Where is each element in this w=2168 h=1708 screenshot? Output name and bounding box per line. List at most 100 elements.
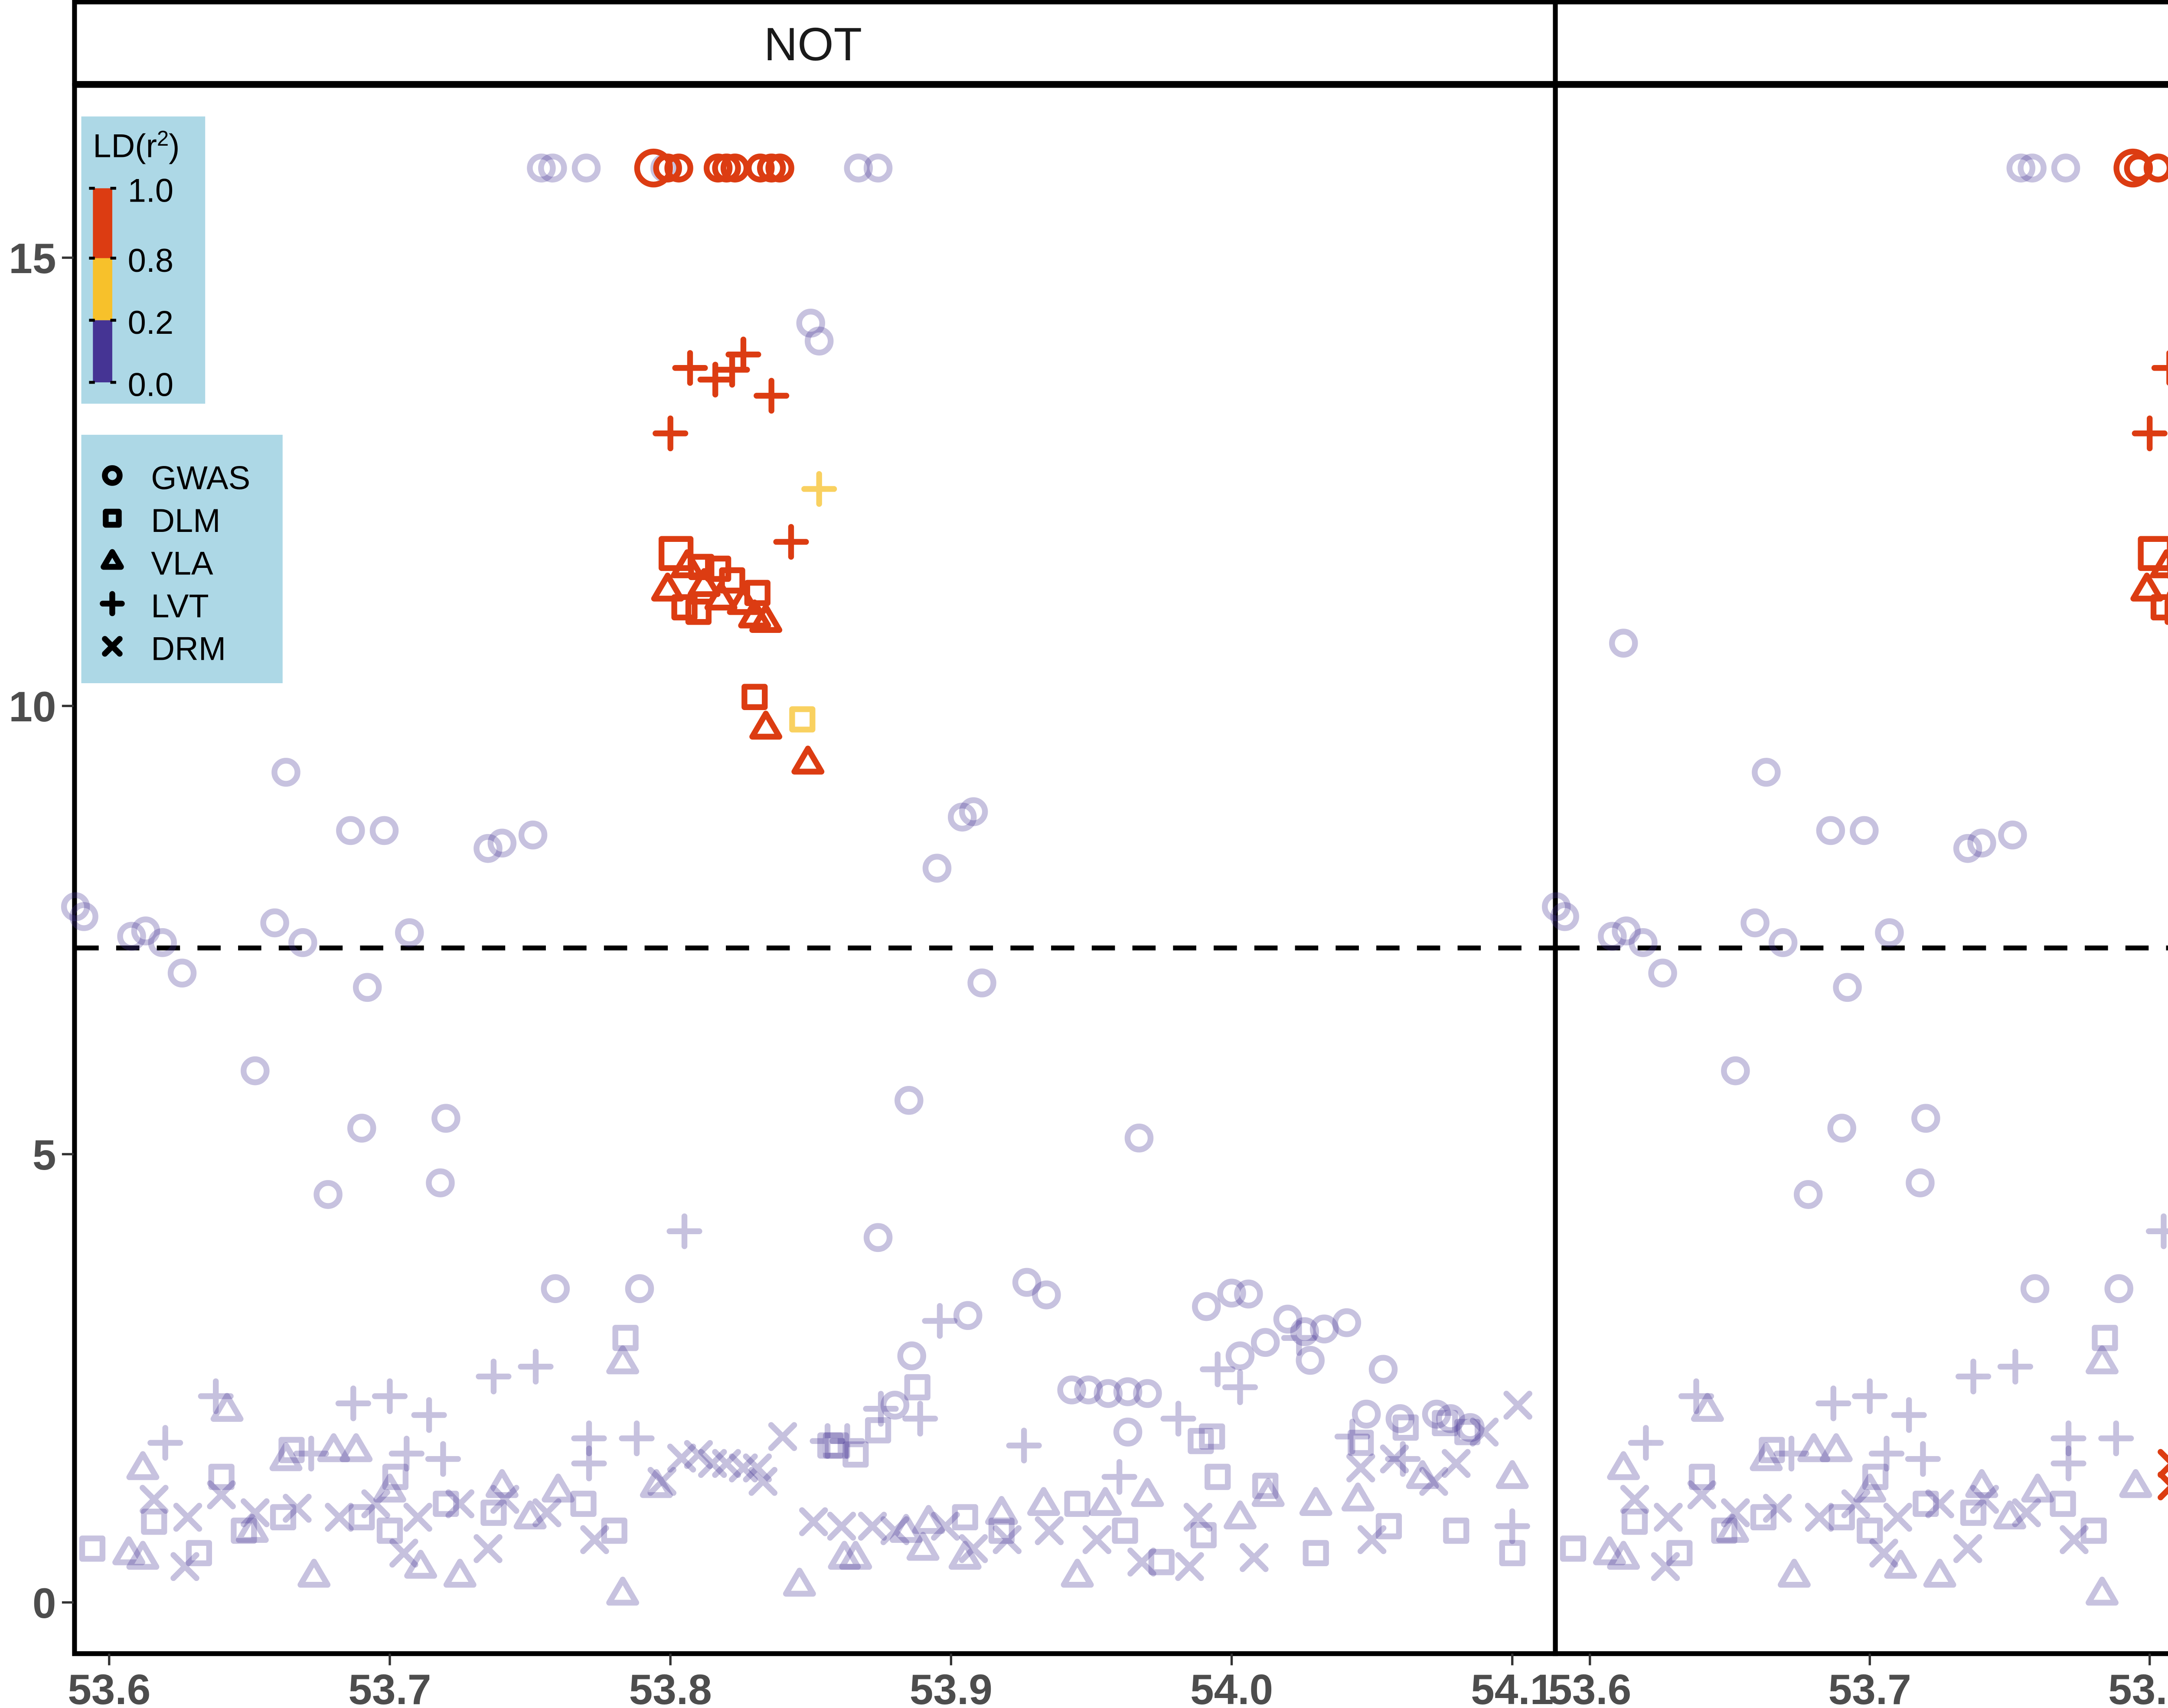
- data-point-vla: [985, 1496, 1018, 1525]
- data-point-gwas: [1833, 973, 1862, 1002]
- data-point-gwas: [959, 797, 988, 826]
- data-point-gwas: [664, 153, 693, 183]
- data-point-drm: [827, 1512, 856, 1541]
- data-point-dlm: [1960, 1499, 1987, 1526]
- shape-legend-key-drm-icon: [102, 636, 123, 657]
- data-point-drm: [473, 1534, 503, 1563]
- shape-legend-label-vla: VLA: [151, 545, 213, 582]
- data-point-gwas: [897, 1341, 927, 1371]
- data-point-gwas: [1057, 1375, 1086, 1405]
- data-point-vla: [1750, 1442, 1783, 1471]
- data-point-drm: [389, 1539, 418, 1568]
- data-point-drm: [1357, 1525, 1387, 1555]
- data-point-gwas: [1875, 918, 1904, 947]
- data-point-vla: [1131, 1478, 1164, 1507]
- data-point-dlm: [1199, 1423, 1225, 1450]
- panel-vla: [1542, 148, 2168, 1606]
- data-point-gwas: [61, 892, 90, 921]
- data-point-vla: [906, 1532, 940, 1561]
- panel-not: [61, 148, 1554, 1606]
- data-point-drm: [2158, 1471, 2168, 1500]
- data-point-vla: [1406, 1460, 1439, 1489]
- data-point-vla: [1993, 1500, 2026, 1529]
- data-point-lvt: [1334, 1418, 1370, 1455]
- data-point-gwas: [2124, 153, 2153, 183]
- data-point-vla: [1251, 1478, 1285, 1507]
- data-point-drm: [1953, 1534, 1982, 1563]
- data-point-drm: [241, 1498, 270, 1527]
- data-point-vla: [126, 1541, 160, 1570]
- data-point-drm: [667, 1444, 696, 1473]
- data-point-gwas: [2018, 153, 2047, 183]
- data-point-lvt: [863, 1391, 899, 1427]
- x-tick-label: 53.8: [2108, 1666, 2168, 1708]
- data-point-gwas: [1368, 1355, 1398, 1384]
- ld-bin-low: [93, 320, 112, 383]
- data-point-dlm: [671, 594, 698, 621]
- panel-frame-vla: [1553, 83, 2168, 1656]
- y-tick-label: 15: [9, 235, 56, 282]
- facet-strip-vla: VLA: [1553, 0, 2168, 86]
- data-point-dlm: [1621, 1509, 1648, 1535]
- data-point-drm: [1841, 1489, 1871, 1519]
- x-tick-label: 54.1: [1471, 1666, 1554, 1708]
- data-point-dlm: [904, 1374, 931, 1401]
- data-point-lvt: [372, 1378, 408, 1414]
- data-point-dlm: [865, 1417, 891, 1444]
- data-point-gwas: [347, 1114, 376, 1143]
- data-point-vla: [1299, 1487, 1332, 1516]
- data-point-drm: [2060, 1525, 2089, 1555]
- data-point-drm: [207, 1480, 236, 1509]
- data-point-gwas: [1816, 816, 1845, 845]
- data-point-gwas: [796, 309, 826, 338]
- data-point-dlm: [480, 1499, 507, 1526]
- data-point-dlm: [789, 706, 816, 733]
- data-point-dlm: [2050, 1490, 2076, 1517]
- data-point-vla: [542, 1473, 575, 1503]
- data-point-gwas: [69, 902, 98, 931]
- data-point-gwas: [1296, 1346, 1325, 1375]
- data-point-lvt: [571, 1420, 607, 1457]
- data-point-dlm: [1666, 1540, 1693, 1566]
- x-tick-label: 53.6: [68, 1666, 150, 1708]
- data-point-gwas: [241, 1056, 270, 1085]
- data-point-dlm: [278, 1437, 305, 1464]
- data-point-gwas: [288, 928, 317, 957]
- data-point-dlm: [1750, 1504, 1777, 1531]
- data-point-lvt: [147, 1425, 183, 1461]
- data-point-lvt: [1815, 1385, 1851, 1421]
- data-point-gwas: [148, 928, 177, 957]
- data-point-dlm: [685, 599, 712, 625]
- data-point-vla: [671, 549, 704, 578]
- data-point-lvt: [754, 378, 790, 414]
- data-point-gwas: [1911, 1104, 1940, 1133]
- shape-legend-key-vla-icon: [101, 549, 124, 570]
- data-point-lvt: [571, 1445, 607, 1482]
- ld-color-legend: LD(r2) 1.0 0.8 0.2 0.0: [81, 116, 206, 404]
- data-point-lvt: [2050, 1445, 2086, 1482]
- ld-bin-high: [93, 188, 112, 258]
- facet-strip-not: NOT: [72, 0, 1558, 86]
- y-tick-label: 0: [33, 1579, 56, 1627]
- data-point-gwas: [1612, 916, 1641, 945]
- data-point-vla: [783, 1568, 816, 1597]
- data-point-lvt: [476, 1359, 512, 1395]
- data-point-lvt: [1852, 1378, 1888, 1414]
- data-point-gwas: [1850, 816, 1879, 845]
- data-point-gwas: [2104, 1274, 2134, 1303]
- data-point-vla: [1224, 1500, 1257, 1529]
- data-point-gwas: [313, 1180, 343, 1209]
- data-point-dlm: [570, 1490, 597, 1517]
- data-point-drm: [698, 1449, 727, 1478]
- data-point-lvt: [2132, 415, 2168, 451]
- data-point-dlm: [823, 1432, 849, 1459]
- data-point-gwas: [1217, 1278, 1246, 1308]
- data-point-gwas: [765, 153, 794, 183]
- x-tick-label: 53.9: [910, 1666, 993, 1708]
- data-point-lvt: [1385, 1441, 1421, 1477]
- data-point-vla: [2119, 1469, 2152, 1498]
- data-point-drm: [1442, 1449, 1471, 1478]
- data-point-dlm: [612, 1325, 639, 1351]
- data-point-lvt: [2098, 1420, 2134, 1457]
- data-point-drm: [1469, 1418, 1499, 1447]
